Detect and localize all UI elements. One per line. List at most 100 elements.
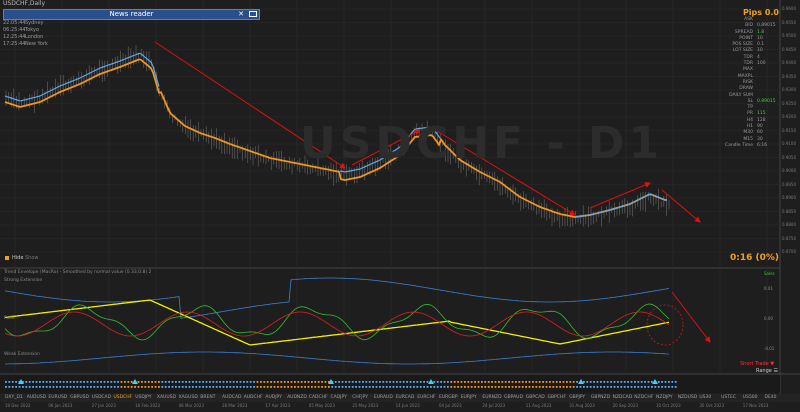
symbol-tab-brent[interactable]: BRENT [200, 395, 216, 400]
symbol-tab-gbpnzd[interactable]: GBPNZD [590, 395, 611, 400]
symbol-tab-de40[interactable]: DE40 [764, 395, 777, 400]
symbol-tab-gbpaud[interactable]: GBPAUD [504, 395, 523, 400]
symbol-tab-us30[interactable]: US30 [699, 395, 712, 400]
symbol-tab-chfjpy[interactable]: CHFJPY [352, 395, 368, 400]
news-reader-bar[interactable]: News reader ✕ [3, 9, 260, 20]
signal-dot [634, 386, 636, 388]
symbol-tab-eurcad[interactable]: EURCAD [395, 395, 415, 400]
signal-dot [239, 386, 242, 388]
signal-dot [229, 381, 232, 383]
symbol-tab-eurgbp[interactable]: EURGBP [439, 395, 458, 400]
date-tick: 04 Jul 2023 [439, 403, 462, 408]
symbol-tab-nzdchf[interactable]: NZDCHF [634, 395, 654, 400]
signal-dot [32, 386, 34, 388]
signal-dot [202, 386, 204, 388]
symbol-tab-gbpusd[interactable]: GBPUSD [70, 395, 89, 400]
signal-dot [613, 381, 616, 383]
symbol-tab-eurjpy[interactable]: EURJPY [460, 395, 477, 400]
date-tick: 24 Jul 2023 [482, 403, 506, 408]
signal-dot [185, 386, 187, 388]
signal-dot [56, 381, 58, 383]
symbol-tab-nzdcad[interactable]: NZDCAD [612, 395, 633, 400]
symbol-tab-audjpy[interactable]: AUDJPY [265, 395, 282, 400]
symbol-tab-ustec[interactable]: USTEC [721, 395, 736, 400]
signal-dot [120, 386, 123, 388]
symbol-tab-xagusd[interactable]: XAGUSD [178, 395, 198, 400]
signal-dot [606, 381, 609, 383]
close-icon[interactable]: ✕ [238, 10, 244, 18]
signal-dot [15, 381, 17, 383]
symbol-tab-audnzd[interactable]: AUDNZD [287, 395, 307, 400]
price-tick: 0.9500 [782, 33, 796, 38]
symbol-tab-us500[interactable]: US500 [742, 395, 758, 400]
signal-dot [270, 386, 272, 388]
symbol-tab-eurchf[interactable]: EURCHF [417, 395, 436, 400]
signal-dot [623, 381, 626, 383]
signal-dot [277, 386, 279, 388]
signal-dot [382, 381, 385, 383]
signal-dot [399, 386, 402, 388]
symbol-tab-nzdusd[interactable]: NZDUSD [677, 395, 698, 400]
symbol-tab-euraud[interactable]: EURAUD [373, 395, 393, 400]
signal-dot [661, 386, 663, 388]
signal-dot [178, 381, 181, 383]
signal-dot [409, 386, 412, 388]
date-tick: 20 Sep 2023 [612, 403, 638, 408]
symbol-tab-xauusd[interactable]: XAUUSD [156, 395, 176, 400]
indicator-pane[interactable] [0, 269, 780, 374]
signal-dot [222, 381, 225, 383]
symbol-tab-gbpcad[interactable]: GBPCAD [525, 395, 545, 400]
signal-dot [392, 386, 395, 388]
signal-dot [630, 386, 633, 388]
symbol-tab-audchf[interactable]: AUDCHF [243, 395, 263, 400]
signal-dot [671, 381, 674, 383]
symbol-tab-cadchf[interactable]: CADCHF [308, 395, 328, 400]
symbol-tab-eurnzd[interactable]: EURNZD [482, 395, 502, 400]
symbol-tab-eurusd[interactable]: EURUSD [48, 395, 68, 400]
signal-dot [93, 381, 96, 383]
symbol-tab-audcad[interactable]: AUDCAD [222, 395, 242, 400]
info-row: POS SIZE 0.1 [732, 42, 765, 48]
signal-dot [215, 381, 218, 383]
yellow-signal-line [4, 299, 670, 346]
signal-dot [22, 386, 24, 388]
price-tick: 0.8900 [782, 195, 796, 200]
signal-dot [304, 381, 306, 383]
symbol-tab-usdjpy[interactable]: USDJPY [135, 395, 152, 400]
symbol-tab-usdchf[interactable]: USDCHF [113, 395, 133, 400]
signal-dot [668, 386, 670, 388]
menu-icon: ☰ [773, 368, 778, 374]
symbol-tab-dxy_d1[interactable]: DXY_D1 [5, 395, 23, 400]
signal-dot [589, 386, 592, 388]
symbol-tab-gbpchf[interactable]: GBPCHF [547, 395, 566, 400]
signal-dot [627, 386, 629, 388]
maximize-icon[interactable] [249, 11, 257, 17]
signal-dot [416, 386, 419, 388]
signal-dot [232, 386, 235, 388]
price-pane[interactable] [0, 0, 780, 268]
signal-dot [205, 386, 208, 388]
signal-dot [593, 381, 595, 383]
signal-dot [351, 386, 354, 388]
signal-dot [317, 381, 320, 383]
price-tick: 0.8850 [782, 208, 796, 214]
signal-dot [239, 381, 242, 383]
signal-dot [73, 386, 75, 388]
signal-dot [613, 386, 616, 388]
signal-dot [385, 386, 388, 388]
grid-lines [0, 0, 780, 394]
symbol-tab-usdcad[interactable]: USDCAD [91, 395, 112, 400]
hide-button[interactable]: Hide Show [5, 255, 39, 261]
signal-dot [576, 386, 578, 388]
symbol-tab-gbpjpy[interactable]: GBPJPY [569, 395, 586, 400]
price-tick: 0.9550 [782, 19, 796, 25]
symbol-tab-nzdjpy[interactable]: NZDJPY [656, 395, 673, 400]
signal-dot [644, 381, 646, 383]
price-tick: 0.9600 [782, 6, 796, 11]
symbol-tab-cadjpy[interactable]: CADJPY [330, 395, 347, 400]
signal-dot [372, 386, 374, 388]
symbol-tab-audusd[interactable]: AUDUSD [26, 395, 47, 400]
signal-dot [637, 381, 640, 383]
signal-dot [76, 386, 79, 388]
